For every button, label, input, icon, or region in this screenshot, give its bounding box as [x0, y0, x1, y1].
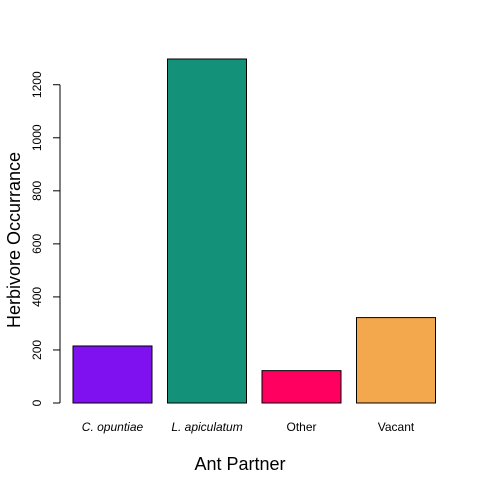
bars: [72, 58, 436, 404]
x-tick-label-other: Other: [286, 420, 316, 434]
y-tick-label-800: 800: [30, 180, 44, 200]
bar-other: [261, 370, 342, 404]
x-tick-label-l-apiculatum: L. apiculatum: [171, 420, 242, 434]
bar-c-opuntiae: [72, 345, 153, 404]
x-tick-label-vacant: Vacant: [378, 420, 415, 434]
y-tick-label-600: 600: [30, 234, 44, 254]
y-tick-label-1000: 1000: [30, 124, 44, 151]
x-tick-label-c-opuntiae: C. opuntiae: [82, 420, 144, 434]
bar-vacant: [356, 317, 436, 404]
y-tick-label-0: 0: [30, 399, 44, 406]
y-axis-title: Herbivore Occurrance: [4, 152, 24, 328]
y-tick-label-400: 400: [30, 287, 44, 307]
x-axis-labels: C. opuntiae L. apiculatum Other Vacant: [82, 420, 415, 434]
x-axis-title: Ant Partner: [194, 454, 285, 474]
y-tick-label-1200: 1200: [30, 71, 44, 98]
y-axis: 0 200 400 600 800 1000 1200: [30, 71, 61, 406]
y-tick-label-200: 200: [30, 340, 44, 360]
bar-l-apiculatum: [167, 58, 247, 404]
